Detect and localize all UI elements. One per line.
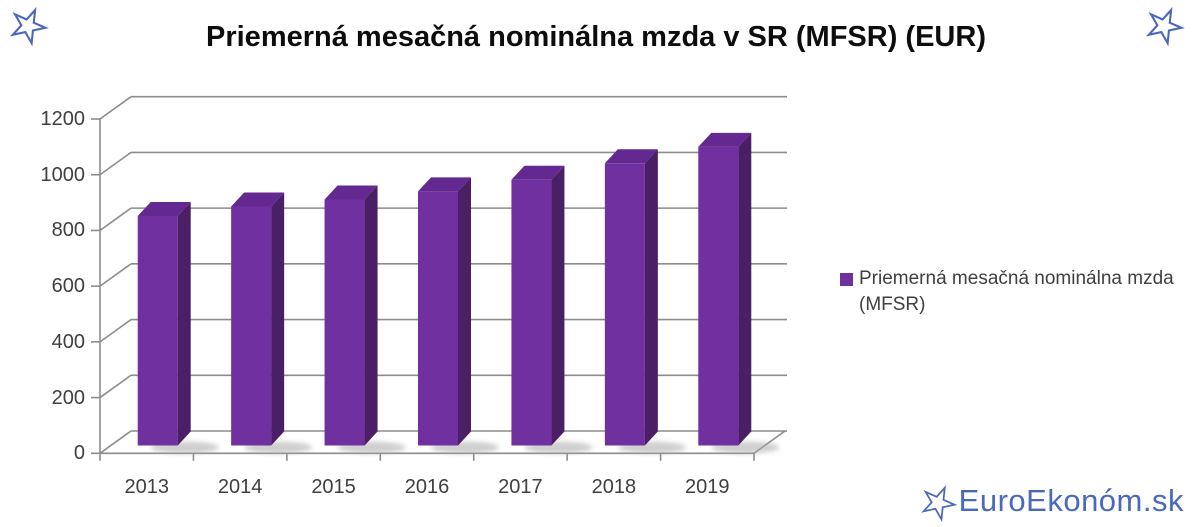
legend-label-line1: Priemerná mesačná nominálna mzda <box>859 268 1174 289</box>
y-axis-tick-label: 600 <box>51 275 85 298</box>
star-icon-top-left <box>9 6 49 47</box>
x-axis-category-label: 2019 <box>685 476 730 498</box>
watermark-logo: EuroEkonóm.sk <box>918 479 1184 523</box>
watermark-star-icon <box>920 485 958 523</box>
y-axis-tick-label: 0 <box>73 442 85 465</box>
x-axis-category-label: 2016 <box>404 476 450 498</box>
x-axis-category-label: 2015 <box>311 476 356 498</box>
y-axis-tick-label: 200 <box>51 386 85 409</box>
legend: Priemerná mesačná nominálna mzda (MFSR) <box>840 266 1174 318</box>
watermark-text: EuroEkonóm.sk <box>958 483 1184 518</box>
x-axis-category-label: 2014 <box>217 476 263 498</box>
chart-title: Priemerná mesačná nominálna mzda v SR (M… <box>206 21 986 53</box>
x-axis-category-label: 2017 <box>498 476 543 498</box>
x-axis-category-label: 2013 <box>124 476 169 498</box>
legend-label-line2: (MFSR) <box>859 294 926 315</box>
y-axis-tick-label: 800 <box>51 219 85 242</box>
y-axis-tick-label: 1200 <box>40 108 86 130</box>
y-axis-tick-label: 400 <box>51 330 85 353</box>
star-icon-top-right <box>1145 6 1185 47</box>
legend-marker-swatch <box>840 273 853 286</box>
y-axis-tick-label: 1000 <box>40 163 86 186</box>
x-axis-category-label: 2018 <box>591 476 637 498</box>
